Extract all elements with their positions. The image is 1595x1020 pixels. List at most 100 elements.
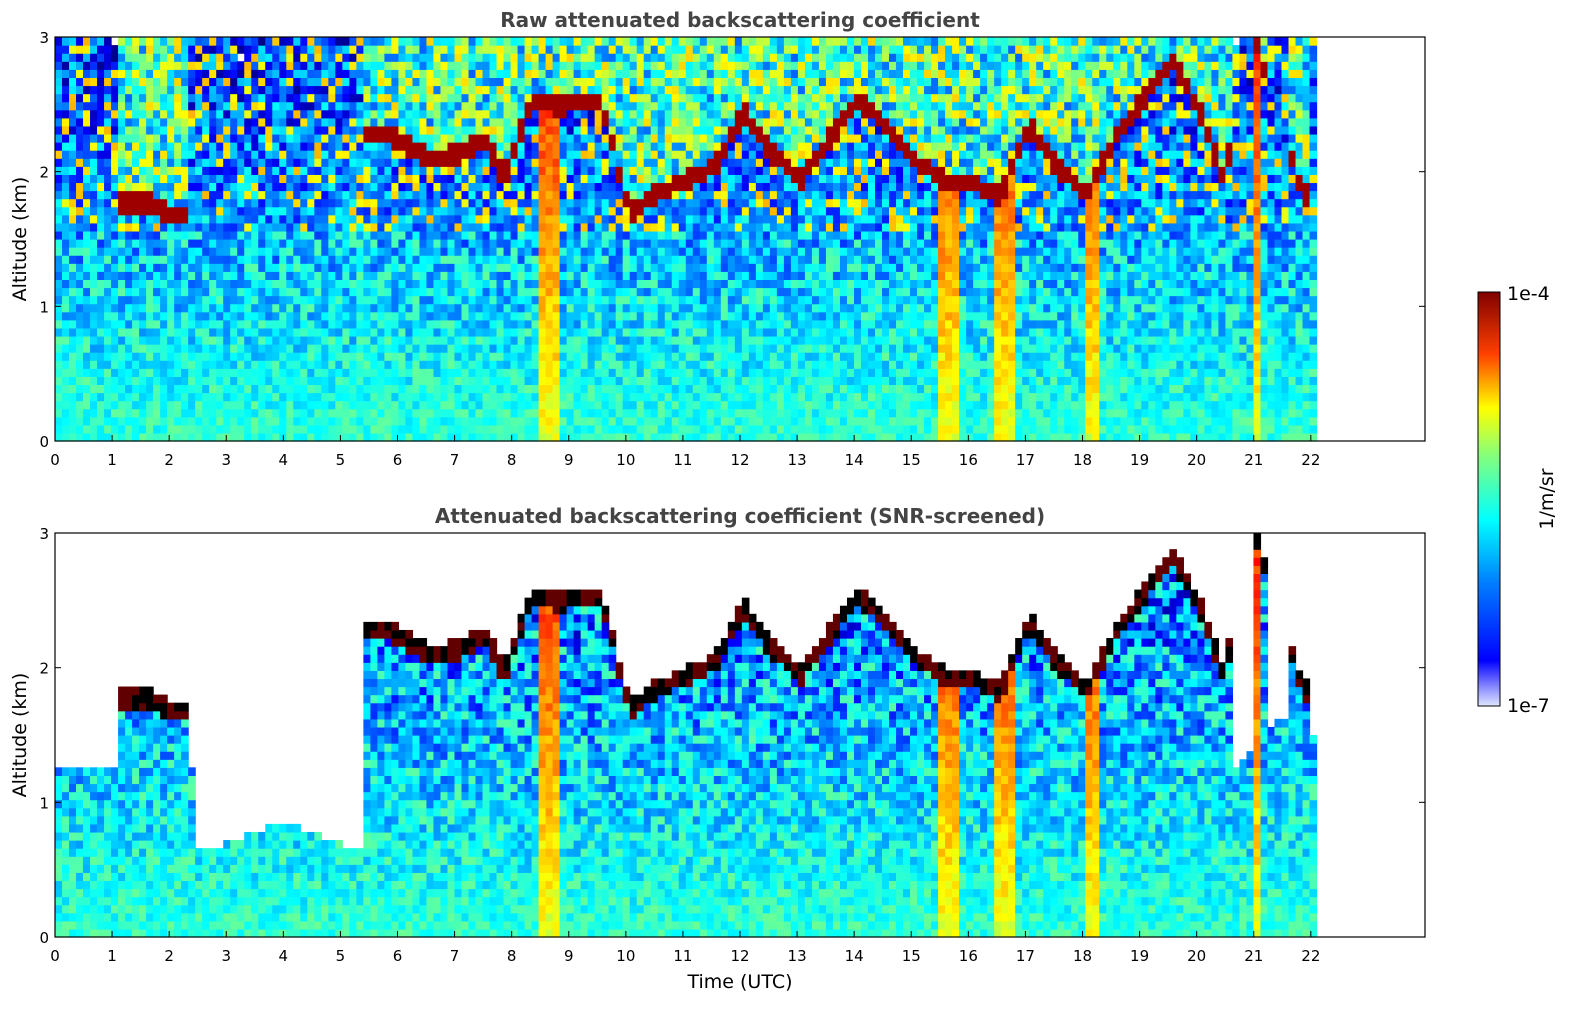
- heatmap-cell: [692, 142, 701, 151]
- heatmap-cell: [181, 93, 189, 103]
- heatmap-cell: [538, 416, 547, 426]
- heatmap-cell: [97, 166, 105, 175]
- heatmap-cell: [321, 295, 329, 305]
- heatmap-cell: [321, 206, 329, 216]
- heatmap-cell: [391, 93, 400, 103]
- heatmap-cell: [209, 142, 217, 151]
- heatmap-cell: [510, 85, 519, 95]
- heatmap-cell: [90, 133, 98, 143]
- heatmap-cell: [384, 206, 393, 216]
- heatmap-cell: [139, 206, 147, 216]
- heatmap-cell: [139, 271, 147, 280]
- heatmap-cell: [496, 279, 505, 289]
- heatmap-cell: [181, 295, 189, 305]
- heatmap-cell: [265, 263, 273, 272]
- heatmap-cell: [370, 214, 378, 224]
- heatmap-cell: [713, 101, 722, 111]
- heatmap-cell: [265, 69, 273, 78]
- heatmap-cell: [608, 206, 617, 216]
- heatmap-cell: [559, 53, 568, 62]
- heatmap-cell: [279, 206, 287, 216]
- heatmap-cell: [524, 432, 533, 442]
- heatmap-cell: [720, 392, 729, 402]
- heatmap-cell: [510, 77, 519, 87]
- heatmap-cell: [188, 400, 196, 410]
- heatmap-cell: [377, 206, 385, 216]
- heatmap-cell: [237, 247, 245, 256]
- heatmap-cell: [734, 37, 743, 46]
- heatmap-cell: [244, 69, 252, 78]
- heatmap-cell: [216, 101, 224, 111]
- heatmap-cell: [321, 279, 329, 289]
- heatmap-cell: [363, 222, 371, 232]
- heatmap-cell: [650, 190, 659, 200]
- heatmap-cell: [531, 368, 540, 377]
- heatmap-cell: [335, 384, 343, 394]
- heatmap-cell: [307, 69, 315, 78]
- heatmap-cell: [713, 53, 722, 62]
- heatmap-cell: [279, 198, 287, 208]
- heatmap-cell: [566, 287, 575, 297]
- heatmap-cell: [727, 335, 736, 345]
- heatmap-cell: [615, 287, 624, 297]
- heatmap-cell: [671, 416, 680, 426]
- heatmap-cell: [83, 77, 91, 87]
- heatmap-cell: [195, 352, 203, 361]
- heatmap-cell: [580, 255, 589, 264]
- heatmap-cell: [125, 142, 133, 151]
- heatmap-cell: [167, 408, 175, 418]
- heatmap-cell: [685, 37, 694, 46]
- heatmap-cell: [370, 206, 378, 216]
- heatmap-cell: [489, 295, 498, 305]
- heatmap-cell: [307, 133, 315, 143]
- heatmap-cell: [482, 53, 491, 62]
- heatmap-cell: [727, 239, 736, 248]
- heatmap-cell: [97, 53, 105, 62]
- heatmap-cell: [419, 61, 428, 70]
- heatmap-cell: [384, 109, 393, 119]
- heatmap-cell: [538, 255, 547, 264]
- heatmap-cell: [83, 85, 91, 95]
- heatmap-cell: [286, 190, 294, 200]
- heatmap-cell: [132, 416, 140, 426]
- heatmap-cell: [314, 408, 322, 418]
- heatmap-cell: [76, 45, 84, 54]
- heatmap-cell: [489, 69, 498, 78]
- heatmap-cell: [237, 142, 245, 151]
- heatmap-cell: [629, 109, 638, 119]
- heatmap-cell: [349, 352, 357, 361]
- heatmap-cell: [671, 230, 680, 240]
- heatmap-cell: [692, 352, 701, 361]
- heatmap-cell: [531, 142, 540, 151]
- heatmap-cell: [118, 239, 126, 248]
- heatmap-cell: [657, 214, 666, 224]
- heatmap-cell: [188, 279, 196, 289]
- heatmap-cell: [314, 133, 322, 143]
- heatmap-cell: [587, 327, 596, 337]
- heatmap-cell: [293, 239, 301, 248]
- heatmap-cell: [314, 263, 322, 272]
- heatmap-cell: [349, 327, 357, 337]
- heatmap-cell: [531, 166, 540, 175]
- heatmap-cell: [573, 69, 582, 78]
- heatmap-cell: [216, 206, 224, 216]
- heatmap-cell: [433, 352, 442, 361]
- heatmap-cell: [713, 206, 722, 216]
- heatmap-cell: [594, 174, 603, 184]
- heatmap-cell: [195, 319, 203, 329]
- heatmap-cell: [713, 400, 722, 410]
- heatmap-cell: [104, 198, 112, 208]
- heatmap-cell: [643, 101, 652, 111]
- heatmap-cell: [433, 360, 442, 369]
- heatmap-cell: [356, 125, 364, 135]
- heatmap-cell: [216, 182, 224, 192]
- heatmap-cell: [545, 158, 554, 167]
- heatmap-cell: [538, 239, 547, 248]
- heatmap-cell: [580, 335, 589, 345]
- heatmap-cell: [139, 247, 147, 256]
- heatmap-cell: [671, 61, 680, 70]
- heatmap-cell: [321, 384, 329, 394]
- heatmap-cell: [293, 158, 301, 167]
- heatmap-cell: [580, 424, 589, 434]
- heatmap-cell: [678, 125, 687, 135]
